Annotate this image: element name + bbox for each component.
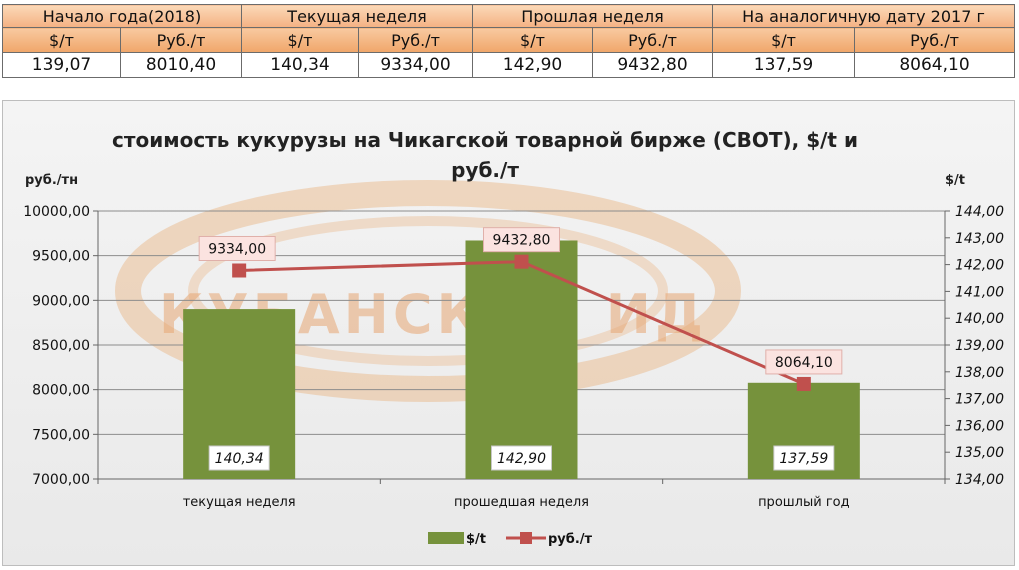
y-right-tick-label: 136,00: [955, 418, 1004, 434]
y-right-tick-label: 138,00: [955, 365, 1004, 381]
unit-cell: Руб./т: [120, 27, 242, 53]
line-value-label-box: [198, 235, 276, 261]
y-right-tick-label: 137,00: [955, 392, 1004, 408]
line-point-marker: [232, 263, 247, 278]
chart-title-line-2: руб./т: [451, 158, 519, 182]
bar-value-label: 137,59: [779, 451, 828, 467]
y-right-axis-label: $/t: [945, 173, 965, 188]
value-cell: 8064,10: [854, 52, 1016, 78]
y-right-tick-label: 140,00: [955, 311, 1004, 327]
value-cell: 137,59: [712, 52, 856, 78]
y-left-tick-label: 7000,00: [32, 472, 90, 488]
y-right-tick-label: 142,00: [955, 258, 1004, 274]
chart-panel: КУБАНСКИЙ ИД стоимость кукурузы на Чикаг…: [2, 100, 1015, 566]
y-right-tick-label: 139,00: [955, 338, 1004, 354]
y-right-tick-label: 135,00: [955, 445, 1004, 461]
line-value-label-box: [483, 227, 560, 253]
header-same-date-2017: На аналогичную дату 2017 г: [712, 4, 1016, 28]
value-cell: 142,90: [472, 52, 593, 78]
y-left-tick-label: 9000,00: [32, 293, 90, 309]
legend-swatch-bar: [428, 532, 464, 544]
legend-label-usd: $/t: [466, 532, 486, 547]
line-point-marker: [514, 254, 529, 269]
legend-label-rub: руб./т: [548, 532, 593, 547]
y-right-tick-label: 143,00: [955, 231, 1004, 247]
line-value-label-box: [765, 349, 843, 375]
bar-value-label: 140,34: [215, 451, 264, 467]
line-value-label: 9334,00: [208, 241, 266, 257]
price-table: Начало года(2018) Текущая неделя Прошлая…: [2, 4, 1016, 78]
chart-title-line-1: стоимость кукурузы на Чикагской товарной…: [112, 128, 858, 152]
legend-swatch-marker: [520, 532, 532, 544]
y-right-tick-label: 134,00: [955, 472, 1004, 488]
combo-chart: КУБАНСКИЙ ИД стоимость кукурузы на Чикаг…: [23, 128, 1004, 547]
x-category-label: текущая неделя: [183, 495, 296, 510]
y-left-tick-label: 8500,00: [32, 338, 90, 354]
y-left-tick-label: 10000,00: [23, 204, 90, 220]
table-header-row: Начало года(2018) Текущая неделя Прошлая…: [2, 4, 1016, 28]
bar-value-label: 142,90: [497, 451, 546, 467]
x-category-label: прошедшая неделя: [454, 495, 589, 510]
bar-value-label-box: [491, 445, 552, 471]
unit-cell: $/т: [2, 27, 121, 53]
bar-value-label-box: [773, 445, 835, 471]
y-right-tick-label: 144,00: [955, 204, 1004, 220]
unit-cell: $/т: [472, 27, 593, 53]
value-cell: 9334,00: [358, 52, 473, 78]
value-cell: 140,34: [241, 52, 359, 78]
unit-cell: Руб./т: [854, 27, 1016, 53]
table-units-row: $/т Руб./т $/т Руб./т $/т Руб./т $/т Руб…: [2, 27, 1016, 53]
bar-value-label-box: [208, 445, 270, 471]
value-cell: 139,07: [2, 52, 121, 78]
unit-cell: Руб./т: [358, 27, 473, 53]
y-left-tick-label: 7500,00: [32, 427, 90, 443]
header-current-week: Текущая неделя: [241, 4, 473, 28]
y-left-tick-label: 8000,00: [32, 383, 90, 399]
y-right-tick-label: 141,00: [955, 284, 1004, 300]
x-category-label: прошлый год: [758, 495, 850, 510]
unit-cell: $/т: [712, 27, 856, 53]
unit-cell: $/т: [241, 27, 359, 53]
value-cell: 8010,40: [120, 52, 242, 78]
bar: [465, 240, 578, 479]
value-cell: 9432,80: [591, 52, 714, 78]
header-previous-week: Прошлая неделя: [471, 4, 714, 28]
line-value-label: 8064,10: [775, 355, 833, 371]
header-start-of-year: Начало года(2018): [2, 4, 242, 28]
table-values-row: 139,07 8010,40 140,34 9334,00 142,90 943…: [2, 52, 1016, 78]
y-left-tick-label: 9500,00: [32, 249, 90, 265]
y-left-axis-label: руб./тн: [25, 173, 78, 188]
line-value-label: 9432,80: [493, 233, 551, 249]
line-point-marker: [796, 376, 811, 391]
unit-cell: Руб./т: [591, 27, 714, 53]
